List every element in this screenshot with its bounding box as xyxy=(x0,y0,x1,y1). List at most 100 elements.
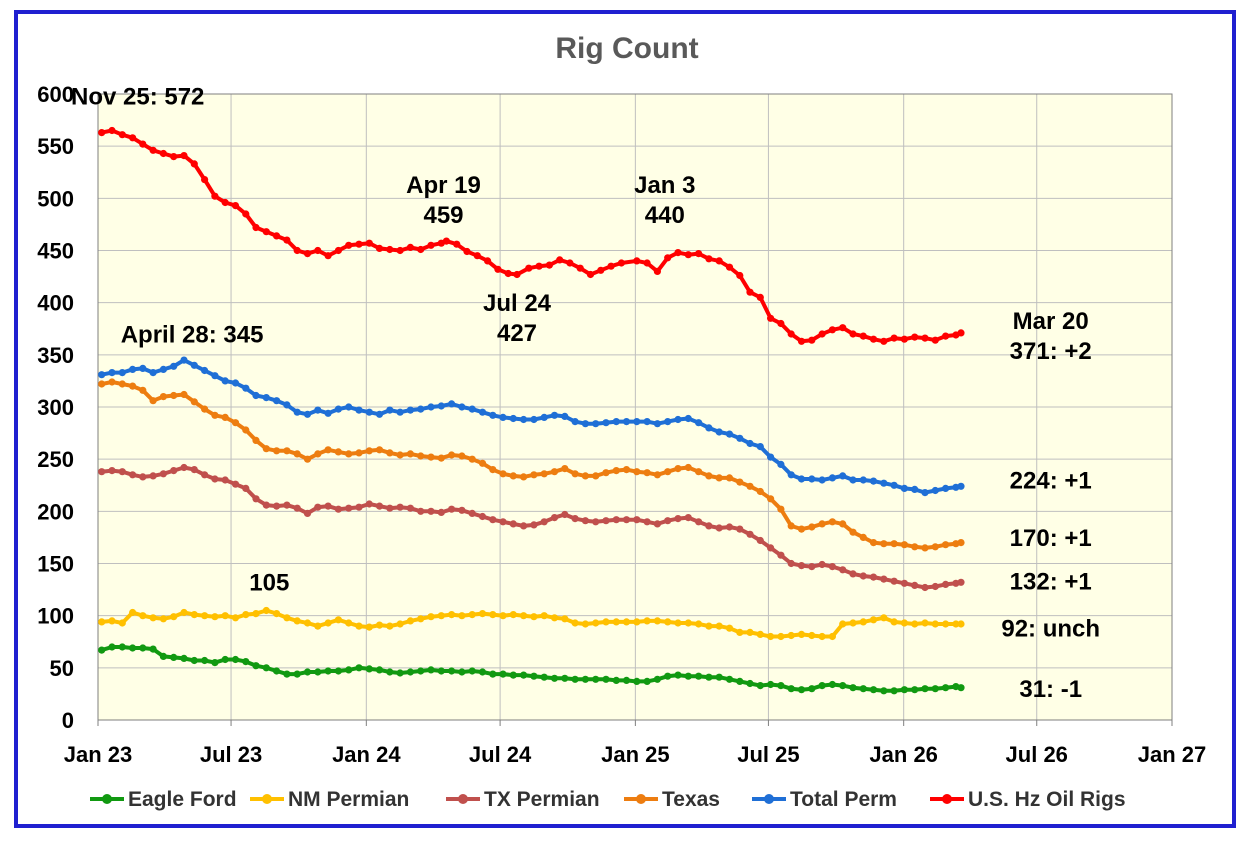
data-point xyxy=(448,667,456,675)
data-point xyxy=(334,667,342,675)
data-point xyxy=(921,583,929,592)
data-point xyxy=(375,666,384,674)
data-point xyxy=(365,447,373,455)
data-point xyxy=(931,336,939,344)
data-point xyxy=(108,617,116,625)
y-tick-label: 0 xyxy=(62,708,74,733)
data-point xyxy=(869,573,878,581)
data-point xyxy=(139,140,147,148)
data-point xyxy=(571,470,579,478)
data-point xyxy=(334,616,342,624)
data-point xyxy=(417,507,425,515)
x-tick-label: Jul 25 xyxy=(737,742,799,767)
data-point xyxy=(118,468,126,476)
data-point xyxy=(787,522,795,530)
data-point xyxy=(386,449,394,457)
data-point xyxy=(602,517,610,525)
data-point xyxy=(839,682,847,690)
x-tick-label: Jul 23 xyxy=(200,742,262,767)
data-point xyxy=(921,489,929,497)
data-point xyxy=(242,611,250,619)
data-point xyxy=(736,434,744,442)
data-point xyxy=(746,482,754,490)
data-point xyxy=(818,476,826,484)
data-point xyxy=(911,620,919,628)
data-point xyxy=(725,523,734,531)
data-point xyxy=(190,398,198,406)
data-point xyxy=(715,428,723,436)
data-point xyxy=(231,419,240,427)
data-point xyxy=(242,384,250,392)
data-point xyxy=(303,619,312,627)
data-point xyxy=(293,450,301,458)
data-point xyxy=(550,614,559,622)
data-point xyxy=(324,446,332,454)
data-point xyxy=(345,666,353,674)
data-point xyxy=(303,455,312,463)
data-point xyxy=(221,476,229,484)
data-point xyxy=(695,468,703,476)
data-point xyxy=(756,536,764,545)
data-point xyxy=(695,518,703,526)
data-point xyxy=(828,563,837,571)
data-point xyxy=(653,420,662,428)
data-point xyxy=(674,465,682,473)
y-tick-label: 50 xyxy=(50,656,74,681)
data-point xyxy=(520,671,528,679)
data-point xyxy=(221,198,229,207)
data-point xyxy=(406,668,414,676)
data-point xyxy=(201,405,209,413)
y-tick-label: 600 xyxy=(37,82,74,107)
data-point xyxy=(231,379,240,387)
legend-marker xyxy=(102,794,112,804)
data-point xyxy=(108,126,116,135)
data-point xyxy=(458,612,466,620)
data-point xyxy=(715,474,723,482)
data-point xyxy=(303,250,312,258)
data-point xyxy=(952,620,960,628)
data-point xyxy=(525,264,533,272)
data-point xyxy=(880,479,888,487)
data-point xyxy=(293,408,301,416)
data-point xyxy=(509,520,517,528)
data-point xyxy=(159,470,167,478)
data-point xyxy=(767,314,775,322)
data-point xyxy=(201,612,209,620)
data-point xyxy=(468,405,476,413)
data-point xyxy=(942,484,950,492)
data-point xyxy=(622,676,631,685)
data-point xyxy=(684,251,692,259)
data-point xyxy=(602,618,610,626)
data-point xyxy=(622,516,631,524)
data-point xyxy=(273,610,281,618)
data-point xyxy=(324,502,332,510)
data-point xyxy=(417,667,425,675)
legend-marker xyxy=(942,794,952,804)
data-point xyxy=(957,578,965,586)
data-point xyxy=(365,623,373,631)
data-point xyxy=(242,210,250,218)
data-point xyxy=(612,418,620,426)
data-point xyxy=(633,516,641,524)
data-point xyxy=(921,619,929,627)
data-point xyxy=(159,652,167,661)
data-point xyxy=(201,366,209,375)
y-tick-label: 100 xyxy=(37,604,74,629)
data-point xyxy=(828,326,837,334)
data-point xyxy=(808,475,816,483)
data-point xyxy=(839,472,847,480)
data-point xyxy=(643,469,651,477)
data-point xyxy=(273,232,281,240)
data-point xyxy=(571,675,579,683)
data-point xyxy=(303,410,312,418)
data-point xyxy=(211,192,219,200)
data-point xyxy=(705,424,713,432)
data-point xyxy=(180,608,188,617)
data-point xyxy=(509,611,517,619)
data-point xyxy=(190,611,198,619)
data-point xyxy=(921,544,929,552)
data-point xyxy=(180,463,188,472)
data-point xyxy=(283,447,291,455)
data-point xyxy=(231,655,240,664)
data-point xyxy=(211,613,219,621)
